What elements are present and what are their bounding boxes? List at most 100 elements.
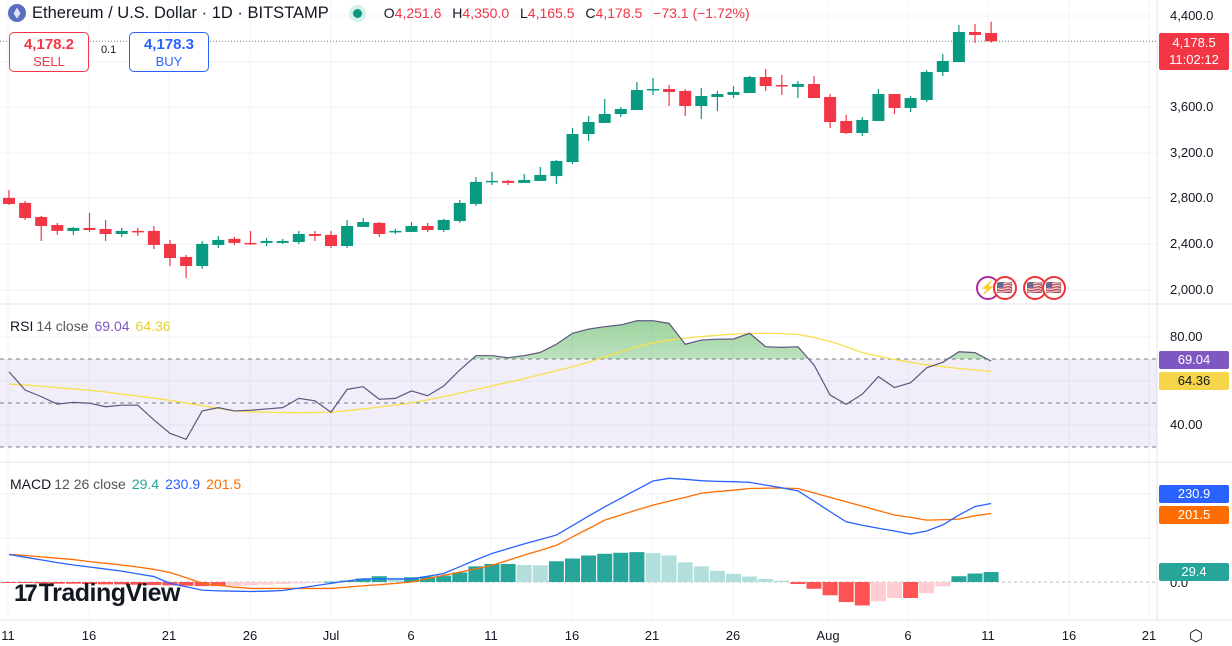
- candle-body: [840, 120, 853, 133]
- macd-histogram-bar: [82, 582, 97, 585]
- rsi-ma-line: [8, 332, 992, 414]
- candle-body: [51, 224, 64, 231]
- ohlc-readout: O4,251.6 H4,350.0 L4,165.5 C4,178.5 −73.…: [383, 5, 750, 21]
- candle-body: [131, 230, 144, 233]
- candle-body: [196, 243, 209, 266]
- candle-body: [212, 239, 225, 245]
- candle-body: [373, 222, 386, 234]
- candle-body: [743, 77, 756, 94]
- symbol-title[interactable]: Ethereum / U.S. Dollar · 1D · BITSTAMP: [32, 3, 329, 22]
- time-tick: 21: [1141, 628, 1157, 643]
- macd-histogram-bar: [565, 558, 580, 582]
- macd-legend[interactable]: MACD 12 26 close 29.4 230.9 201.5: [10, 476, 242, 492]
- macd-histogram-bar: [661, 555, 677, 582]
- rsi-value-tag: 69.04: [1159, 351, 1229, 369]
- rsi-tick: 80.00: [1170, 329, 1203, 344]
- candle-body: [598, 114, 611, 123]
- macd-histogram-bar: [693, 566, 709, 582]
- price-tick: 2,000.0: [1170, 282, 1214, 297]
- candle-body: [469, 181, 482, 204]
- candle-body: [228, 238, 241, 243]
- time-tick: 16: [564, 628, 580, 643]
- time-tick: 11: [484, 628, 498, 643]
- spread-value: 0.1: [101, 44, 117, 56]
- candle-body: [775, 85, 788, 87]
- us-flag-icon[interactable]: 🇺🇸: [1042, 276, 1066, 300]
- candle-body: [550, 160, 563, 177]
- candle-body: [244, 242, 257, 245]
- candle-body: [695, 95, 708, 107]
- candle-body: [888, 94, 901, 108]
- macd-histogram-bar: [838, 582, 854, 603]
- time-tick: 11: [1, 628, 15, 643]
- sell-button[interactable]: 4,178.2 SELL: [9, 32, 89, 72]
- candle-body: [679, 90, 692, 107]
- candle-body: [292, 233, 305, 242]
- candle-body: [405, 225, 418, 232]
- candle-body: [389, 230, 402, 233]
- candle-body: [3, 197, 15, 204]
- tradingview-logo[interactable]: 17 TradingView: [14, 579, 181, 607]
- us-flag-icon[interactable]: 🇺🇸: [993, 276, 1017, 300]
- candle-body: [341, 225, 354, 246]
- macd-histogram-bar: [935, 582, 951, 587]
- time-tick: 21: [644, 628, 660, 643]
- macd-histogram-bar: [758, 578, 774, 582]
- buy-price: 4,178.3: [143, 36, 195, 53]
- macd-histogram-bar: [259, 582, 275, 585]
- macd-histogram-bar: [307, 582, 323, 583]
- macd-line: [8, 477, 992, 593]
- candle-body: [663, 89, 676, 92]
- candle-body: [808, 83, 820, 99]
- candle-body: [437, 219, 450, 230]
- macd-histogram-bar: [887, 582, 902, 598]
- macd-histogram-bar: [645, 553, 661, 582]
- macd-histogram-bar: [484, 563, 500, 582]
- time-tick: 26: [725, 628, 741, 643]
- macd-histogram-bar: [854, 582, 870, 606]
- rsi-tick: 40.00: [1170, 417, 1203, 432]
- macd-histogram-bar: [677, 562, 693, 582]
- macd-histogram-bar: [130, 582, 146, 585]
- macd-histogram-bar: [17, 582, 33, 584]
- macd-histogram-bar: [452, 572, 468, 582]
- candle-body: [99, 228, 112, 234]
- macd-histogram-bar: [806, 582, 822, 589]
- candle-body: [727, 91, 740, 95]
- macd-histogram-bar: [355, 578, 371, 582]
- buy-button[interactable]: 4,178.3 BUY: [129, 32, 209, 72]
- candle-body: [582, 122, 595, 135]
- macd-histogram-bar: [613, 552, 629, 582]
- candle-body: [647, 89, 659, 91]
- sell-price: 4,178.2: [23, 36, 75, 53]
- signal-line: [8, 487, 992, 590]
- candle-body: [276, 240, 289, 243]
- histogram-value-tag: 29.4: [1159, 563, 1229, 581]
- macd-histogram-bar: [420, 576, 436, 582]
- macd-histogram-bar: [404, 577, 419, 582]
- last-price-tag: 4,178.5 11:02:12: [1159, 33, 1229, 70]
- price-tick: 3,600.0: [1170, 99, 1214, 114]
- candle-body: [791, 83, 804, 87]
- macd-histogram-bar: [903, 582, 919, 598]
- macd-histogram-bar: [210, 582, 226, 587]
- macd-histogram-bar: [243, 582, 258, 586]
- macd-histogram-bar: [774, 580, 790, 582]
- price-change: −73.1 (−1.72%): [653, 5, 750, 21]
- macd-histogram-bar: [114, 582, 130, 585]
- candle-body: [357, 221, 370, 227]
- candle-body: [614, 108, 627, 115]
- macd-histogram-bar: [629, 552, 645, 582]
- macd-histogram-bar: [291, 582, 307, 584]
- candle-body: [308, 233, 321, 236]
- symbol-header: Ethereum / U.S. Dollar · 1D · BITSTAMP O…: [8, 2, 757, 24]
- time-tick: 16: [81, 628, 97, 643]
- candle-body: [936, 61, 949, 72]
- signal-value-tag: 201.5: [1159, 506, 1229, 524]
- rsi-legend[interactable]: RSI 14 close 69.04 64.36: [10, 318, 171, 334]
- settings-icon[interactable]: ⬡: [1189, 628, 1203, 645]
- time-tick: 16: [1061, 628, 1077, 643]
- macd-histogram-bar: [146, 582, 162, 586]
- macd-histogram-bar: [1, 582, 17, 583]
